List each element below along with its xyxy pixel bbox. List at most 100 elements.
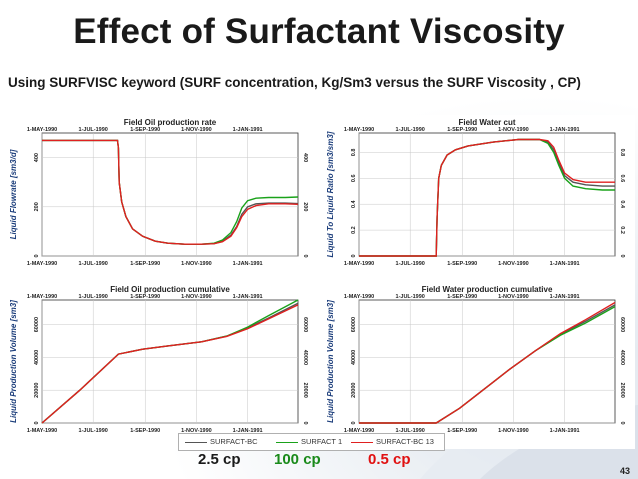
chart-legend: SURFACT-BC SURFACT 1 SURFACT-BC 13 — [178, 433, 445, 451]
legend-label: SURFACT 1 — [301, 437, 343, 446]
y-tick-label-right: 20000 — [302, 383, 308, 398]
x-tick-label: 1-NOV-1990 — [181, 261, 212, 267]
x-tick-label: 1-JAN-1991 — [550, 261, 580, 267]
y-axis-label: Liquid To Liquid Ratio [sm3/sm3] — [326, 131, 335, 257]
x-tick-label-top: 1-NOV-1990 — [498, 127, 529, 133]
chart-water-cumulative: Field Water production cumulative 1-MAY-1… — [326, 285, 625, 434]
chart-water-cut: Field Water cut 1-MAY-1990 1-MAY-1990 1-JUL… — [326, 118, 625, 267]
series-line — [359, 138, 615, 257]
y-tick-label-right: 0.2 — [619, 226, 625, 234]
y-tick-label: 0 — [351, 421, 357, 424]
x-tick-label: 1-NOV-1990 — [181, 428, 212, 434]
x-tick-label-top: 1-JAN-1991 — [550, 294, 580, 300]
x-tick-label-top: 1-MAY-1990 — [27, 294, 57, 300]
x-tick-label: 1-SEP-1990 — [447, 428, 477, 434]
y-tick-label-right: 200 — [302, 202, 308, 211]
page-number: 43 — [620, 466, 631, 476]
y-tick-label-right: 0.8 — [619, 149, 625, 157]
x-tick-label: 1-SEP-1990 — [130, 428, 160, 434]
plot-area — [358, 299, 616, 424]
x-tick-label-top: 1-MAY-1990 — [344, 294, 374, 300]
y-tick-label-right: 400 — [302, 153, 308, 162]
x-tick-label: 1-NOV-1990 — [498, 428, 529, 434]
x-tick-label: 1-SEP-1990 — [130, 261, 160, 267]
y-tick-label-right: 20000 — [619, 383, 625, 398]
x-tick-label: 1-MAY-1990 — [27, 261, 57, 267]
legend-item: SURFACT-BC 13 — [351, 437, 434, 446]
y-tick-label: 0.2 — [351, 226, 357, 234]
charts-figure: Field Oil production rate 1-MAY-1990 1-MAY… — [2, 115, 635, 449]
y-tick-label-right: 0.6 — [619, 174, 625, 182]
y-tick-label-right: 40000 — [302, 350, 308, 365]
y-tick-label: 60000 — [351, 317, 357, 332]
legend-item: SURFACT 1 — [276, 437, 342, 446]
y-tick-label: 0 — [34, 421, 40, 424]
series-line — [359, 301, 616, 424]
x-tick-label: 1-JUL-1990 — [396, 261, 425, 267]
x-tick-label: 1-MAY-1990 — [344, 261, 374, 267]
x-tick-label: 1-JAN-1991 — [233, 428, 263, 434]
slide-title: Effect of Surfactant Viscosity — [73, 12, 565, 51]
x-tick-label: 1-MAY-1990 — [344, 428, 374, 434]
y-tick-label-right: 0 — [302, 254, 308, 257]
y-tick-label-right: 0 — [619, 254, 625, 257]
y-axis-label: Liquid Production Volume [sm3] — [9, 300, 18, 423]
legend-swatch — [276, 441, 298, 443]
x-tick-label-top: 1-SEP-1990 — [130, 294, 160, 300]
x-tick-label: 1-JUL-1990 — [79, 428, 108, 434]
legend-item: SURFACT-BC — [185, 437, 258, 446]
x-tick-label-top: 1-JUL-1990 — [396, 127, 425, 133]
x-tick-label-top: 1-JAN-1991 — [233, 294, 263, 300]
chart-oil-rate: Field Oil production rate 1-MAY-1990 1-MAY… — [9, 118, 308, 267]
series-line — [41, 304, 299, 424]
legend-swatch — [185, 441, 207, 443]
x-tick-label-top: 1-MAY-1990 — [344, 127, 374, 133]
y-tick-label: 0 — [351, 254, 357, 257]
plot-area — [41, 132, 299, 257]
x-tick-label: 1-MAY-1990 — [27, 428, 57, 434]
y-tick-label: 400 — [34, 153, 40, 162]
x-tick-label: 1-JUL-1990 — [79, 261, 108, 267]
slide-subtitle: Using SURFVISC keyword (SURF concentrati… — [8, 75, 581, 90]
x-tick-label: 1-NOV-1990 — [498, 261, 529, 267]
y-tick-label-right: 40000 — [619, 350, 625, 365]
y-tick-label: 20000 — [34, 383, 40, 398]
y-tick-label: 40000 — [34, 350, 40, 365]
y-tick-label: 0.6 — [351, 174, 357, 182]
y-tick-label-right: 0.4 — [619, 200, 625, 209]
chart-title: Field Water cut — [458, 118, 515, 127]
viscosity-label-2-5cp: 2.5 cp — [198, 451, 241, 468]
y-tick-label: 0 — [34, 254, 40, 257]
x-tick-label-top: 1-JAN-1991 — [550, 127, 580, 133]
legend-swatch — [351, 441, 373, 443]
chart-title: Field Water production cumulative — [422, 285, 553, 294]
chart-oil-cumulative: Field Oil production cumulative 1-MAY-199… — [9, 285, 308, 434]
y-tick-label: 40000 — [351, 350, 357, 365]
y-tick-label: 0.4 — [351, 199, 357, 208]
x-tick-label-top: 1-JAN-1991 — [233, 127, 263, 133]
viscosity-label-0-5cp: 0.5 cp — [368, 451, 411, 468]
x-tick-label-top: 1-SEP-1990 — [130, 127, 160, 133]
x-tick-label-top: 1-NOV-1990 — [498, 294, 529, 300]
y-tick-label: 20000 — [351, 383, 357, 398]
y-axis-label: Liquid Production Volume [sm3] — [326, 300, 335, 423]
series-line — [42, 139, 299, 245]
x-tick-label-top: 1-SEP-1990 — [447, 127, 477, 133]
x-tick-label-top: 1-JUL-1990 — [79, 294, 108, 300]
x-tick-label-top: 1-JUL-1990 — [79, 127, 108, 133]
x-tick-label: 1-JAN-1991 — [233, 261, 263, 267]
x-tick-label-top: 1-MAY-1990 — [27, 127, 57, 133]
viscosity-label-100cp: 100 cp — [274, 451, 321, 468]
chart-title: Field Oil production cumulative — [110, 285, 230, 294]
x-tick-label: 1-SEP-1990 — [447, 261, 477, 267]
legend-label: SURFACT-BC 13 — [376, 437, 434, 446]
y-tick-label: 60000 — [34, 317, 40, 332]
y-tick-label-right: 0 — [302, 421, 308, 424]
plot-area — [41, 299, 299, 424]
y-tick-label: 200 — [34, 202, 40, 211]
x-tick-label: 1-JAN-1991 — [550, 428, 580, 434]
x-tick-label: 1-JUL-1990 — [396, 428, 425, 434]
y-tick-label-right: 60000 — [302, 317, 308, 332]
y-tick-label-right: 0 — [619, 421, 625, 424]
y-tick-label-right: 60000 — [619, 317, 625, 332]
